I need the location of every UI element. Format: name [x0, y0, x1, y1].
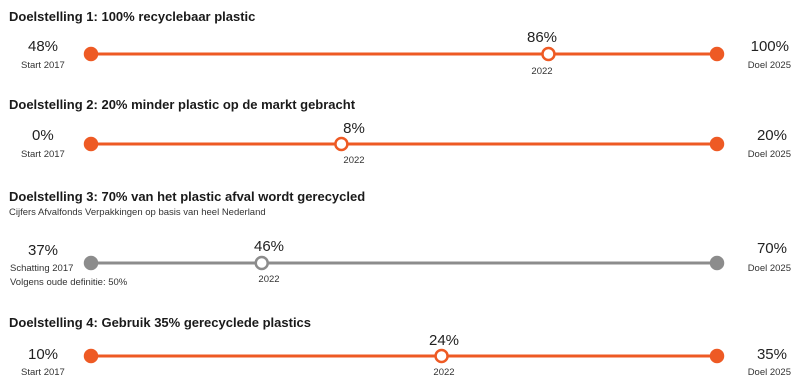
target-marker — [709, 46, 725, 62]
goal-title: Doelstelling 1: 100% recyclebaar plastic — [9, 9, 256, 24]
current-marker — [254, 255, 269, 271]
current-value: 86% — [526, 29, 558, 46]
start-value: 10% — [28, 346, 59, 363]
progress-track — [83, 255, 725, 271]
progress-track — [83, 136, 725, 152]
current-caption: 2022 — [433, 367, 455, 378]
target-value: 100% — [750, 38, 789, 55]
start-caption: Start 2017 — [21, 149, 65, 160]
target-value: 70% — [756, 240, 787, 257]
progress-track — [83, 46, 725, 62]
progress-track — [83, 348, 725, 364]
current-value: 8% — [343, 120, 365, 137]
target-caption: Doel 2025 — [747, 367, 791, 378]
current-caption: 2022 — [531, 66, 553, 77]
start-value: 37% — [28, 242, 59, 259]
start-caption: Start 2017 — [21, 367, 65, 378]
target-caption: Doel 2025 — [747, 60, 791, 71]
target-value: 35% — [756, 346, 787, 363]
goal-title: Doelstelling 4: Gebruik 35% gerecyclede … — [9, 315, 312, 330]
start-marker — [83, 46, 99, 62]
goal-title: Doelstelling 2: 20% minder plastic op de… — [9, 97, 356, 112]
start-marker — [83, 348, 99, 364]
current-value: 46% — [253, 238, 285, 255]
start-marker — [83, 255, 99, 271]
start-caption: Start 2017 — [21, 60, 65, 71]
target-marker — [709, 348, 725, 364]
current-marker — [434, 348, 449, 364]
current-caption: 2022 — [343, 155, 365, 166]
start-caption: Schatting 2017 — [10, 263, 74, 274]
start-marker — [83, 136, 99, 152]
target-marker — [709, 255, 725, 271]
goal-subtitle: Cijfers Afvalfonds Verpakkingen op basis… — [9, 207, 266, 218]
start-value: 0% — [32, 127, 54, 144]
target-marker — [709, 136, 725, 152]
target-caption: Doel 2025 — [747, 263, 791, 274]
target-caption: Doel 2025 — [747, 149, 791, 160]
current-caption: 2022 — [258, 274, 280, 285]
current-marker — [541, 46, 556, 62]
current-value: 24% — [428, 332, 460, 349]
start-note: Volgens oude definitie: 50% — [10, 277, 128, 288]
goal-title: Doelstelling 3: 70% van het plastic afva… — [9, 189, 366, 204]
target-value: 20% — [756, 127, 787, 144]
start-value: 48% — [28, 38, 59, 55]
current-marker — [334, 136, 349, 152]
